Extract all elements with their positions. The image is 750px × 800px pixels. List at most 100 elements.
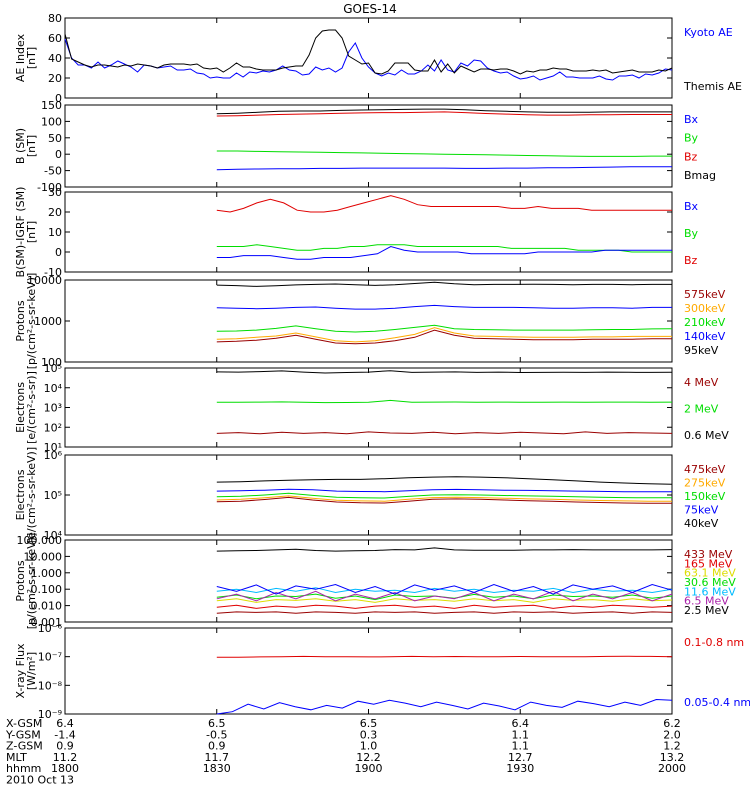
ephemeris-value: 11.2 — [53, 751, 78, 764]
ephemeris-value: 1930 — [506, 762, 534, 775]
ephemeris-row-label: hhmm — [6, 762, 41, 775]
y-tick-label: 50 — [48, 132, 62, 145]
y-tick-label: 0 — [55, 92, 62, 105]
legend-entry: 475keV — [684, 463, 726, 476]
legend-entry: Bz — [684, 254, 698, 267]
ephemeris-value: -0.5 — [206, 728, 227, 741]
ephemeris-row-label: MLT — [6, 751, 27, 764]
y-axis-label: [nT] — [25, 135, 38, 157]
panel-5: 10¹ 10² 10³ 10⁴ 10⁵ Electrons[e/(cm²-s-sr)] 4 … — [14, 362, 729, 454]
ephemeris-value: 6.5 — [208, 717, 226, 730]
legend-entry: 165 MeV — [684, 557, 733, 570]
ephemeris-value: 1800 — [51, 762, 79, 775]
legend-entry: 75keV — [684, 504, 719, 517]
y-tick-label: 10⁻⁹ — [38, 708, 62, 721]
series-line — [216, 598, 673, 603]
panel-3: -10 0 10 20 30 B(SM)-IGRF (SM)[nT] Bx By Bz — [14, 186, 699, 279]
legend-entry: Bmag — [684, 169, 716, 182]
series-line — [216, 655, 673, 658]
legend-entry: 150keV — [684, 490, 726, 503]
ephemeris-value: 0.9 — [56, 740, 74, 753]
series-line — [216, 195, 672, 213]
panel-frame — [64, 191, 673, 273]
legend-entry: 0.6 MeV — [684, 429, 729, 442]
legend-entry: 300keV — [684, 302, 726, 315]
series-line — [64, 38, 673, 81]
y-tick-label: 10⁵ — [44, 362, 62, 375]
panel-2: -100 -50 0 50 100 150 B (SM)[nT] Bx By Bz Bmag — [14, 99, 716, 194]
series-line — [216, 547, 673, 552]
series-line — [216, 304, 672, 310]
y-tick-label: 1000 — [34, 315, 62, 328]
y-tick-label: 20 — [48, 206, 62, 219]
y-axis-label: X-ray Flux — [14, 643, 27, 699]
y-tick-label: 80 — [48, 12, 62, 25]
y-tick-label: 0.100 — [31, 583, 63, 596]
y-tick-label: 10⁻⁷ — [38, 651, 62, 664]
legend-entry: 275keV — [684, 477, 726, 490]
panel-8: 10⁻⁹ 10⁻⁸ 10⁻⁷ 10⁻⁶ X-ray Flux[W/m²] 0.1-0.8 … — [14, 622, 750, 721]
ephemeris-value: 2.0 — [663, 728, 681, 741]
ephemeris-value: 13.2 — [660, 751, 685, 764]
y-axis-label: [nT] — [25, 47, 38, 69]
y-tick-label: 60 — [48, 32, 62, 45]
y-tick-label: 10³ — [44, 402, 62, 415]
series-line — [216, 281, 672, 287]
y-tick-label: 1.000 — [31, 567, 63, 580]
ephemeris-row-label: Z-GSM — [6, 740, 43, 753]
series-line — [216, 399, 673, 404]
ephemeris-row-label: X-GSM — [6, 717, 42, 730]
series-line — [216, 492, 672, 499]
y-tick-label: 10¹ — [44, 441, 62, 454]
series-line — [64, 29, 673, 75]
date-label: 2010 Oct 13 — [6, 774, 74, 787]
panel-7: 0.001 0.010 0.100 1.000 10.000 100.000 Protons… — [14, 533, 736, 630]
y-tick-label: 0 — [55, 148, 62, 161]
y-axis-label: Electrons — [14, 382, 27, 433]
legend-entry: 0.05-0.4 nm — [684, 696, 750, 709]
y-tick-label: 10⁻⁶ — [38, 622, 63, 635]
y-tick-label: 10⁴ — [44, 529, 63, 542]
y-tick-label: -10 — [44, 266, 62, 279]
panel-frame — [64, 279, 673, 363]
series-line — [216, 327, 672, 343]
legend-entry: 40keV — [684, 517, 719, 530]
ephemeris-value: 0.9 — [208, 740, 226, 753]
legend-entry: 433 MeV — [684, 548, 733, 561]
y-axis-label: B(SM)-IGRF (SM) — [14, 187, 27, 278]
series-line — [216, 495, 672, 502]
ephemeris-value: 1.1 — [512, 740, 530, 753]
y-tick-label: 0.001 — [31, 616, 63, 629]
legend-entry: 140keV — [684, 330, 726, 343]
plot-title: GOES-14 — [343, 2, 397, 16]
panel-6: 10⁴ 10⁵ 10⁶ Electrons[e/(cm²-s-sr-keV)] 475k… — [14, 447, 726, 543]
x-axis-ephemeris: X-GSM 6.4 6.5 6.5 6.4 6.2 Y-GSM -1.4 -0.5 0.3 1.1 2… — [5, 717, 686, 787]
y-tick-label: 10⁻⁸ — [38, 679, 63, 692]
series-line — [216, 611, 673, 614]
y-tick-label: 10⁵ — [44, 489, 62, 502]
y-axis-label: Protons — [14, 300, 27, 341]
ephemeris-value: 1.2 — [663, 740, 681, 753]
legend-entry: 4 MeV — [684, 376, 719, 389]
legend-entry: 575keV — [684, 288, 726, 301]
y-tick-label: 10² — [44, 421, 62, 434]
series-line — [216, 476, 673, 485]
y-tick-label: 20 — [48, 72, 62, 85]
y-tick-label: 150 — [41, 99, 62, 112]
y-axis-label: AE Index — [14, 33, 27, 82]
y-axis-label: Protons — [14, 560, 27, 601]
y-axis-label: [p/(cm²-s-sr-keV)] — [25, 533, 38, 630]
series-line — [216, 108, 672, 115]
series-line — [216, 166, 672, 171]
y-axis-label: Electrons — [14, 469, 27, 520]
y-tick-label: 10 — [48, 226, 62, 239]
ephemeris-value: 0.3 — [360, 728, 378, 741]
series-line — [216, 590, 673, 602]
y-tick-label: 0 — [55, 246, 62, 259]
y-tick-label: 100 — [41, 115, 62, 128]
legend-entry: 63.1 MeV — [684, 567, 736, 580]
legend-entry: 6.5 MeV — [684, 595, 729, 608]
y-axis-label: [e/(cm²-s-sr-keV)] — [25, 447, 38, 543]
y-tick-label: 10⁶ — [44, 449, 63, 462]
